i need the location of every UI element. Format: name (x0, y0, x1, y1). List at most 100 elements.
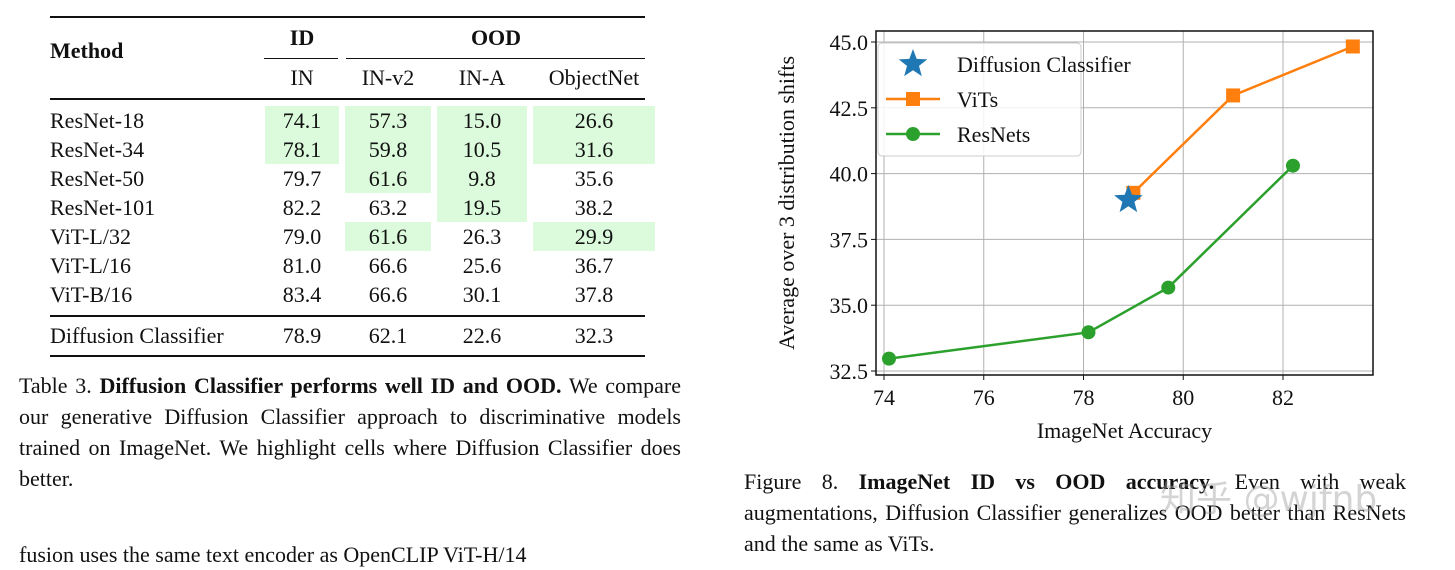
value-cell: 30.1 (462, 282, 502, 307)
header-in-a: IN-A (458, 65, 506, 90)
header-id-group: ID (289, 25, 315, 50)
table-caption-title: Diffusion Classifier performs well ID an… (99, 373, 562, 398)
y-axis-label: Average over 3 distribution shifts (774, 56, 799, 350)
value-cell: 79.7 (282, 166, 322, 191)
vits-point (1345, 39, 1360, 54)
table-caption-label: Table 3. (19, 373, 92, 398)
header-in: IN (290, 65, 314, 90)
highlighted-value-cell: 74.1 (265, 106, 339, 135)
x-tick-label: 74 (873, 385, 895, 410)
value-cell: 36.7 (574, 253, 614, 278)
highlighted-value-cell: 31.6 (533, 135, 655, 164)
x-tick-label: 80 (1172, 385, 1194, 410)
legend-diffusion-classifier-marker (898, 49, 928, 77)
method-cell: ResNet-50 (50, 165, 145, 191)
body-text: fusion uses the same text encoder as Ope… (19, 542, 527, 567)
highlighted-value-cell: 59.8 (345, 135, 431, 164)
legend-resnets-marker (906, 127, 920, 141)
y-tick-label: 32.5 (830, 359, 869, 384)
value-cell: 66.6 (368, 253, 408, 278)
table-caption-body: We compare our generative Diffusion Clas… (19, 373, 682, 491)
plot-frame (875, 30, 1374, 376)
diffusion-classifier-point (1114, 184, 1143, 213)
highlighted-value-cell: 29.9 (533, 222, 655, 251)
resnets-line (888, 164, 1294, 360)
method-cell: Diffusion Classifier (50, 322, 224, 348)
vits-point (1226, 88, 1241, 103)
y-tick-label: 35.0 (830, 293, 869, 318)
bottom-rule (50, 355, 645, 357)
method-cell: ViT-L/16 (50, 252, 131, 278)
value-cell: 83.4 (282, 282, 322, 307)
value-cell: 81.0 (282, 253, 322, 278)
resnets-point (881, 351, 896, 366)
highlighted-value-cell: 61.6 (345, 222, 431, 251)
table-caption: Table 3. Diffusion Classifier performs w… (19, 370, 681, 494)
table-row: ResNet-34 78.1 59.8 10.5 31.6 (38, 135, 658, 164)
ours-rule (50, 315, 645, 317)
x-tick-label: 76 (973, 385, 995, 410)
method-cell: ViT-L/32 (50, 223, 131, 249)
value-cell: 22.6 (462, 323, 502, 348)
method-cell: ResNet-34 (50, 136, 145, 162)
value-cell: 35.6 (574, 166, 614, 191)
resnets-point (1161, 280, 1176, 295)
legend-diffusion-classifier-label: Diffusion Classifier (957, 52, 1131, 77)
value-cell: 37.8 (574, 282, 614, 307)
mid-rule (50, 98, 645, 100)
value-cell: 62.1 (368, 323, 408, 348)
header-objectnet: ObjectNet (548, 65, 640, 90)
ours-row-table: Diffusion Classifier 78.9 62.1 22.6 32.3 (38, 321, 658, 350)
table-row: ViT-L/32 79.0 61.6 26.3 29.9 (38, 222, 658, 251)
y-tick-label: 42.5 (830, 96, 869, 121)
resnets-point (1081, 325, 1096, 340)
header-in-v2: IN-v2 (361, 65, 415, 90)
value-cell: 25.6 (462, 253, 502, 278)
legend-vits-marker (906, 92, 920, 106)
table-row-ours: Diffusion Classifier 78.9 62.1 22.6 32.3 (38, 321, 658, 350)
accuracy-chart: 74 76 78 80 82 32.5 35.0 37.5 40.0 42.5 45.0 ImageN… (774, 30, 1374, 443)
method-cell: ViT-B/16 (50, 281, 133, 307)
watermark: 知乎 @wjfnb (1160, 479, 1378, 520)
y-tick-label: 45.0 (830, 30, 869, 55)
figure-caption-title: ImageNet ID vs OOD accuracy. (858, 469, 1215, 494)
highlighted-value-cell: 9.8 (437, 164, 527, 193)
highlighted-value-cell: 15.0 (437, 106, 527, 135)
header-method: Method (50, 38, 124, 63)
value-cell: 63.2 (368, 195, 408, 220)
value-cell: 38.2 (574, 195, 614, 220)
resnets-point (1285, 158, 1300, 173)
figure-caption-body: Even with weak augmentations, Diffusion … (744, 469, 1407, 556)
value-cell: 66.6 (368, 282, 408, 307)
method-cell: ResNet-101 (50, 194, 156, 220)
table-row: ResNet-18 74.1 57.3 15.0 26.6 (38, 106, 658, 135)
table-row: ResNet-101 82.2 63.2 19.5 38.2 (38, 193, 658, 222)
figure-caption: Figure 8. ImageNet ID vs OOD accuracy. E… (744, 466, 1406, 559)
legend-box (877, 42, 1082, 157)
results-body: ResNet-18 74.1 57.3 15.0 26.6 ResNet-34 78.1 59… (38, 106, 658, 309)
value-cell: 26.3 (462, 224, 502, 249)
value-cell: 32.3 (574, 323, 614, 348)
x-tick-label: 82 (1272, 385, 1294, 410)
x-tick-label: 78 (1073, 385, 1095, 410)
highlighted-value-cell: 26.6 (533, 106, 655, 135)
highlighted-value-cell: 61.6 (345, 164, 431, 193)
value-cell: 82.2 (282, 195, 322, 220)
y-tick-label: 40.0 (830, 162, 869, 187)
legend-resnets-label: ResNets (957, 122, 1030, 147)
table-row: ViT-L/16 81.0 66.6 25.6 36.7 (38, 251, 658, 280)
value-cell: 78.9 (282, 323, 322, 348)
top-rule (50, 16, 645, 18)
x-axis-label: ImageNet Accuracy (1037, 418, 1212, 443)
highlighted-value-cell: 10.5 (437, 135, 527, 164)
header-ood-group: OOD (470, 25, 522, 50)
value-cell: 79.0 (282, 224, 322, 249)
highlighted-value-cell: 57.3 (345, 106, 431, 135)
ood-cmidrule (346, 58, 645, 59)
y-tick-label: 37.5 (830, 227, 869, 252)
figure-caption-label: Figure 8. (744, 469, 839, 494)
id-cmidrule (264, 58, 338, 59)
table-row: ResNet-50 79.7 61.6 9.8 35.6 (38, 164, 658, 193)
legend-vits-label: ViTs (957, 87, 998, 112)
highlighted-value-cell: 19.5 (437, 193, 527, 222)
